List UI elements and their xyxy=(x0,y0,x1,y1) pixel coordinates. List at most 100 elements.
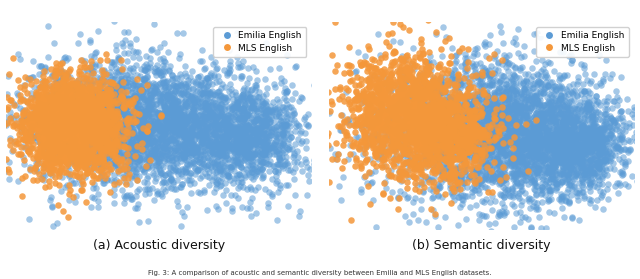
Point xyxy=(38,147,49,152)
Point xyxy=(420,151,430,156)
Point xyxy=(72,108,83,112)
Point xyxy=(418,71,428,76)
Point xyxy=(161,125,172,130)
Point xyxy=(569,127,579,132)
Point xyxy=(479,135,490,140)
Point xyxy=(240,128,250,132)
Point xyxy=(494,121,504,126)
Point xyxy=(371,163,381,168)
Point xyxy=(245,94,255,99)
Point xyxy=(445,135,455,140)
Point xyxy=(401,116,411,120)
Point xyxy=(481,167,491,172)
Point xyxy=(2,95,12,100)
Point xyxy=(185,94,195,99)
Point xyxy=(85,90,95,94)
Point xyxy=(492,155,502,160)
Point xyxy=(388,143,399,148)
Point xyxy=(350,70,360,74)
Point xyxy=(490,102,500,106)
Point xyxy=(93,91,103,96)
Point xyxy=(256,121,266,125)
Point xyxy=(70,157,81,162)
Point xyxy=(99,161,109,166)
Point xyxy=(568,142,578,147)
Point xyxy=(406,123,416,128)
Point xyxy=(531,157,541,162)
Point xyxy=(523,136,533,141)
Point xyxy=(394,93,404,97)
Point xyxy=(148,88,159,92)
Point xyxy=(454,133,465,137)
Point xyxy=(408,148,419,152)
Point xyxy=(541,184,552,189)
Point xyxy=(160,85,170,89)
Point xyxy=(130,147,140,151)
Point xyxy=(436,149,446,153)
Point xyxy=(472,166,483,170)
Point xyxy=(549,91,559,96)
Point xyxy=(559,175,570,179)
Point xyxy=(118,133,128,138)
Point xyxy=(570,153,580,158)
Point xyxy=(522,114,532,118)
Point xyxy=(401,125,412,129)
Point xyxy=(556,179,566,184)
Point xyxy=(45,97,55,102)
Point xyxy=(54,137,65,141)
Point xyxy=(398,57,408,62)
Point xyxy=(508,121,518,125)
Point xyxy=(272,162,282,167)
Point xyxy=(604,135,614,140)
Point xyxy=(614,129,624,133)
Point xyxy=(284,145,294,149)
Point xyxy=(481,197,491,202)
Point xyxy=(250,126,260,130)
Point xyxy=(135,125,145,129)
Point xyxy=(253,129,264,133)
Point xyxy=(173,115,183,119)
Point xyxy=(71,125,81,130)
Point xyxy=(545,102,555,107)
Point xyxy=(398,85,408,89)
Point xyxy=(81,105,91,109)
Point xyxy=(215,153,225,158)
Point xyxy=(106,128,116,133)
Point xyxy=(517,153,527,158)
Point xyxy=(173,204,183,208)
Point xyxy=(81,85,92,89)
Point xyxy=(507,121,517,125)
Point xyxy=(67,78,77,82)
Point xyxy=(68,86,79,91)
Point xyxy=(60,138,70,142)
Point xyxy=(84,98,95,103)
Point xyxy=(243,98,253,103)
Point xyxy=(483,153,493,157)
Point xyxy=(523,169,533,174)
Point xyxy=(192,118,202,122)
Point xyxy=(440,161,451,165)
Point xyxy=(69,122,79,127)
Point xyxy=(104,116,114,121)
Point xyxy=(477,108,488,112)
Point xyxy=(129,145,140,149)
Point xyxy=(131,112,141,116)
Point xyxy=(457,155,467,159)
Point xyxy=(97,112,108,116)
Point xyxy=(487,71,497,75)
Point xyxy=(19,158,29,162)
Point xyxy=(436,110,446,114)
Point xyxy=(438,136,449,140)
Point xyxy=(383,113,393,118)
Point xyxy=(457,137,467,141)
Point xyxy=(481,128,491,133)
Point xyxy=(419,95,429,99)
Point xyxy=(562,143,572,148)
Point xyxy=(277,130,287,135)
Point xyxy=(513,145,523,149)
Point xyxy=(358,152,368,156)
Point xyxy=(424,146,434,151)
Point xyxy=(166,88,176,93)
Point xyxy=(559,92,569,97)
Point xyxy=(524,182,534,186)
